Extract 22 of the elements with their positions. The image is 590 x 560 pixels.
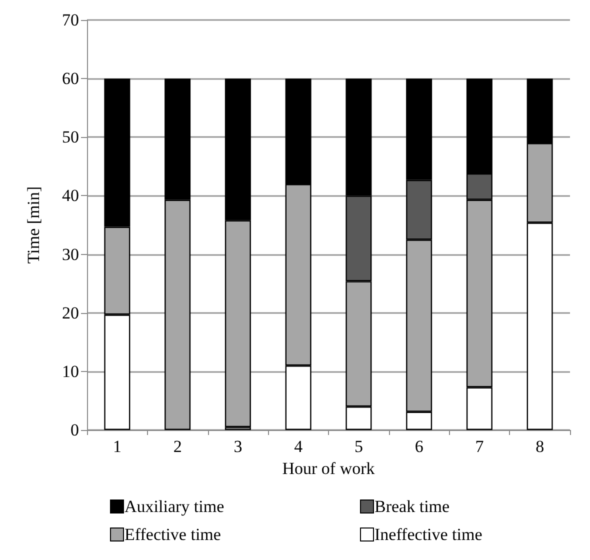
x-tick-label: 2 [173, 437, 182, 456]
y-tick-label: 30 [62, 244, 79, 264]
x-tick-label: 7 [475, 437, 484, 456]
y-tick-label: 40 [62, 186, 79, 206]
y-axis-title: Time [min] [24, 186, 43, 264]
y-tick-label: 20 [62, 303, 79, 322]
y-tick-label: 10 [62, 362, 79, 381]
legend-label: Effective time [124, 525, 221, 544]
x-tick-label: 1 [112, 437, 122, 456]
x-tick-label: 4 [294, 437, 304, 456]
y-tick-label: 0 [70, 420, 79, 440]
x-tick-label: 3 [234, 437, 242, 456]
x-tick-label: 8 [536, 437, 544, 456]
x-axis-title: Hour of work [282, 458, 376, 478]
y-tick-label: 70 [62, 10, 79, 30]
legend-label: Ineffective time [374, 525, 482, 544]
y-tick-label: 60 [62, 69, 79, 88]
x-tick-label: 5 [354, 437, 363, 456]
y-tick-label: 50 [62, 128, 79, 147]
legend-label: Auxiliary time [124, 497, 224, 516]
legend-label: Break time [374, 497, 450, 516]
x-tick-label: 6 [414, 437, 424, 456]
